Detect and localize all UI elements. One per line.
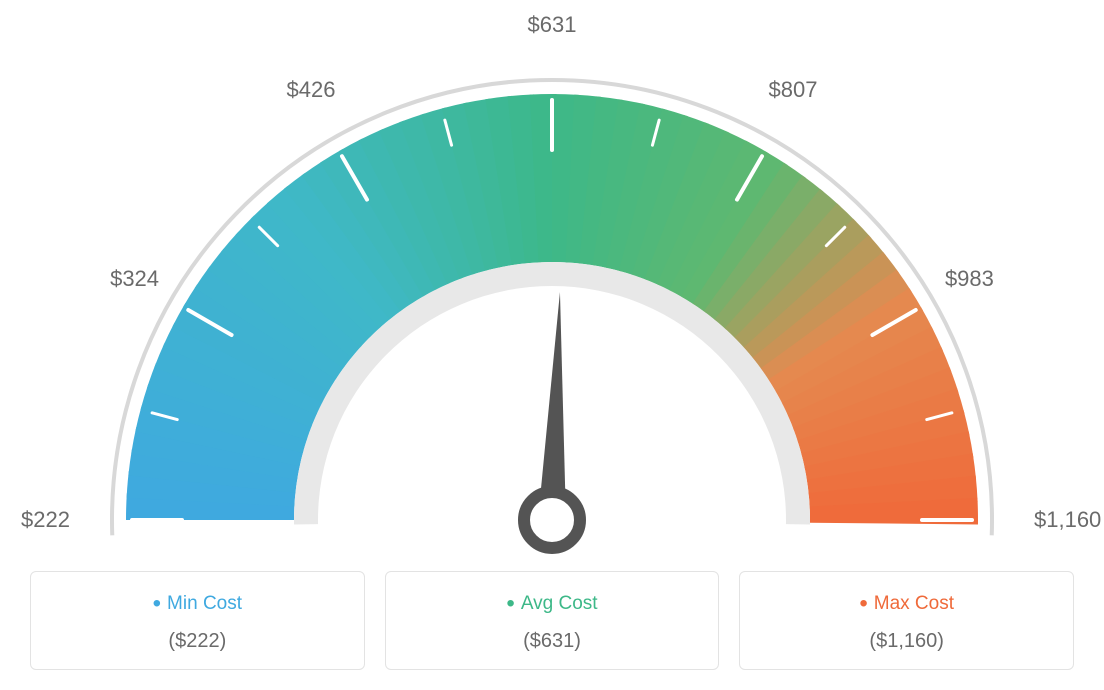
gauge-tick-label: $631 [528,12,577,38]
gauge-tick-label: $807 [769,77,818,103]
gauge-tick-label: $983 [945,266,994,292]
legend-value-max: ($1,160) [750,630,1063,653]
gauge-svg [0,0,1104,560]
legend-value-min: ($222) [41,630,354,653]
gauge-tick-label: $1,160 [1034,507,1101,533]
gauge-tick-label: $426 [287,77,336,103]
legend-title-min: Min Cost [41,590,354,618]
legend-card-max: Max Cost ($1,160) [739,571,1074,670]
legend-value-avg: ($631) [396,630,709,653]
gauge-tick-label: $324 [110,266,159,292]
legend-card-min: Min Cost ($222) [30,571,365,670]
legend-title-avg: Avg Cost [396,590,709,618]
gauge-tick-label: $222 [21,507,70,533]
legend-row: Min Cost ($222) Avg Cost ($631) Max Cost… [0,571,1104,670]
gauge-chart: $222 $324 $426 $631 $807 $983 $1,160 [0,0,1104,560]
legend-title-max: Max Cost [750,590,1063,618]
legend-card-avg: Avg Cost ($631) [385,571,720,670]
